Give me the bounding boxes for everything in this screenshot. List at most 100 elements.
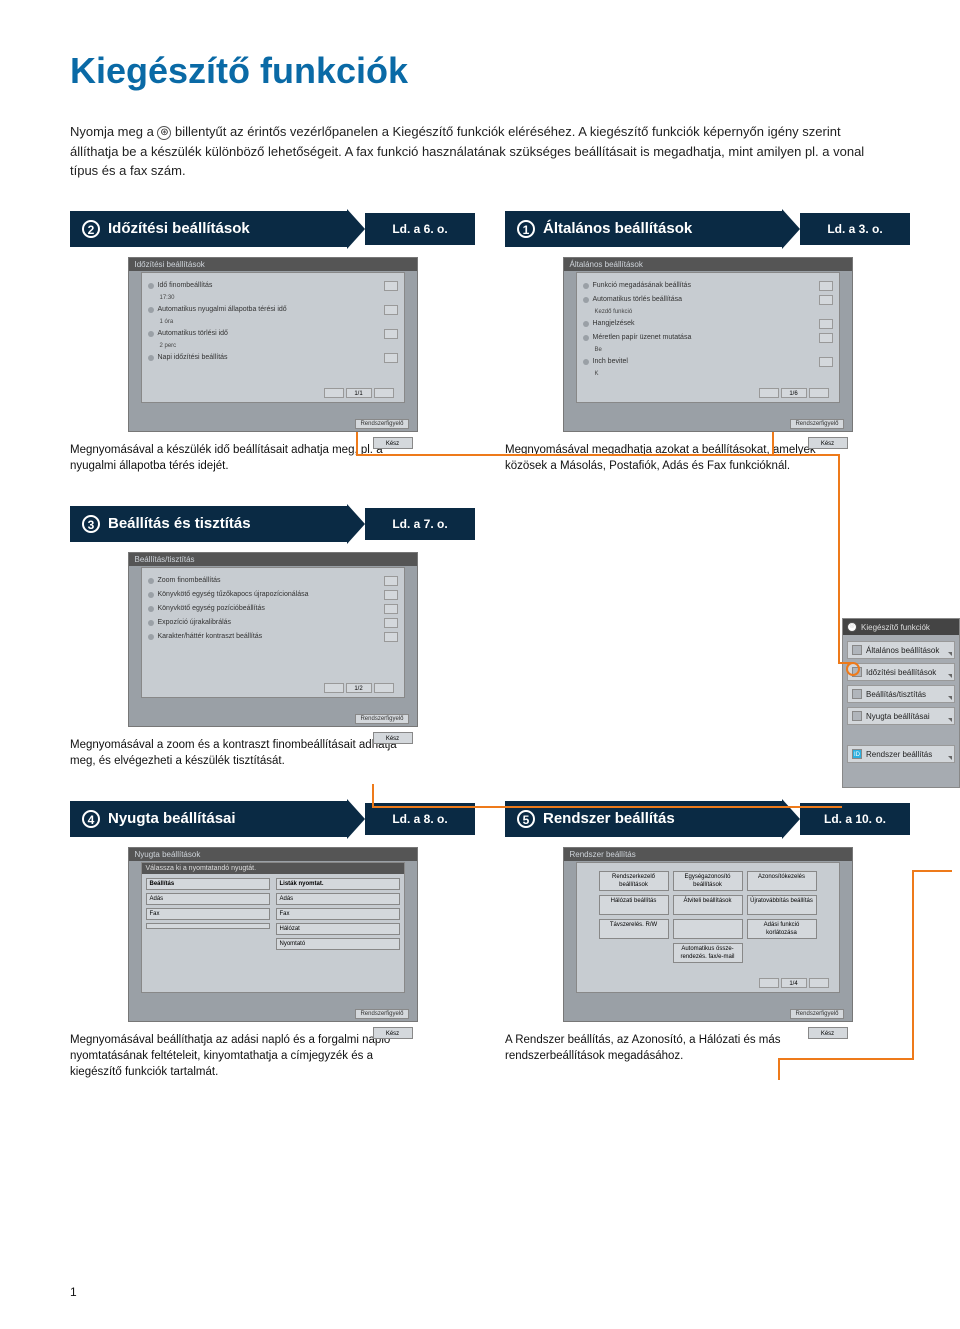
side-menu-item[interactable]: Beállítás/tisztítás	[847, 685, 955, 703]
section-4-title: Nyugta beállításai	[108, 810, 236, 827]
pager-label: 1/4	[781, 978, 807, 988]
grid-button: Újratovábbítás beállítás	[747, 895, 817, 915]
cell	[146, 923, 270, 929]
section-3-title: Beállítás és tisztítás	[108, 515, 251, 532]
section-2-number: 2	[82, 220, 100, 238]
screenshot-system: Rendszer beállítás Rendszerkezelő beállí…	[563, 847, 853, 1022]
connector-line	[372, 784, 374, 806]
list-item: Automatikus törlés beállítása	[583, 295, 833, 305]
list-item: Expozíció újrakalibrálás	[148, 618, 398, 628]
screenshot-timing: Időzítési beállítások Idő finombeállítás…	[128, 257, 418, 432]
section-2-ref: Ld. a 6. o.	[365, 213, 475, 245]
menu-item-icon	[852, 689, 862, 699]
side-menu-item[interactable]: Általános beállítások	[847, 641, 955, 659]
section-4-banner: 4Nyugta beállításai Ld. a 8. o.	[70, 799, 475, 839]
section-3-ref: Ld. a 7. o.	[365, 508, 475, 540]
pager-prev-icon	[759, 978, 779, 988]
section-4-number: 4	[82, 810, 100, 828]
list-item: Inch bevitel	[583, 357, 833, 367]
screenshot-adjust: Beállítás/tisztítás Zoom finombeállításK…	[128, 552, 418, 727]
connector-line	[912, 870, 914, 1060]
list-item: Napi időzítési beállítás	[148, 353, 398, 363]
grid-button: Távszerelés. R/W	[599, 919, 669, 939]
menu-item-icon	[852, 645, 862, 655]
grid-button: Automatikus össze- rendezés. fax/e-mail	[673, 943, 743, 963]
section-1-number: 1	[517, 220, 535, 238]
connector-line	[356, 454, 840, 456]
pager: 1/2	[324, 683, 394, 693]
pager: 1/1	[324, 388, 394, 398]
section-2-title: Időzítési beállítások	[108, 220, 250, 237]
section-1-ref: Ld. a 3. o.	[800, 213, 910, 245]
chevron-icon	[347, 504, 365, 544]
list-item: Automatikus törlési idő	[148, 329, 398, 339]
section-5-number: 5	[517, 810, 535, 828]
triangle-icon	[948, 756, 952, 760]
section-2-caption: Megnyomásával a készülék idő beállításai…	[70, 442, 400, 474]
scr-head: Nyugta beállítások	[129, 848, 417, 861]
scr-head: Rendszer beállítás	[564, 848, 852, 861]
list-item: Automatikus nyugalmi állapotba térési id…	[148, 305, 398, 315]
list-item: Zoom finombeállítás	[148, 576, 398, 586]
section-1-banner: 1Általános beállítások Ld. a 3. o.	[505, 209, 910, 249]
section-4-caption: Megnyomásával beállíthatja az adási napl…	[70, 1032, 400, 1080]
scr-footer: Rendszerfigyelő	[355, 714, 408, 724]
list-item: Könyvkötő egység pozícióbeállítás	[148, 604, 398, 614]
page-number: 1	[70, 1285, 77, 1299]
settings-icon: ⊛	[847, 622, 857, 632]
connector-line	[778, 1058, 914, 1060]
menu-item-label: Nyugta beállításai	[866, 712, 930, 721]
scr-footer: Rendszerfigyelő	[790, 1009, 843, 1019]
grid-button: Átviteli beállítások	[673, 895, 743, 915]
section-5-banner: 5Rendszer beállítás Ld. a 10. o.	[505, 799, 910, 839]
section-2-banner: 2 Időzítési beállítások Ld. a 6. o.	[70, 209, 475, 249]
list-item: Hangjelzések	[583, 319, 833, 329]
side-menu-item[interactable]: Időzítési beállítások	[847, 663, 955, 681]
side-menu-item[interactable]: Nyugta beállításai	[847, 707, 955, 725]
pager: 1/6	[759, 388, 829, 398]
close-button: Kész	[808, 1027, 848, 1039]
side-menu-head: ⊛Kiegészítő funkciók	[843, 619, 959, 635]
col-head: Beállítás	[146, 878, 270, 890]
intro-part2: billentyűt az érintős vezérlőpanelen a K…	[70, 124, 864, 178]
list-item: Méretlen papír üzenet mutatása	[583, 333, 833, 343]
close-button: Kész	[373, 1027, 413, 1039]
triangle-icon	[948, 674, 952, 678]
grid-button: Egységazonosító beállítások	[673, 871, 743, 891]
list-item: Karakter/háttér kontraszt beállítás	[148, 632, 398, 642]
cell: Adás	[146, 893, 270, 905]
list-item-sub: Be	[583, 347, 833, 353]
menu-item-icon	[852, 667, 862, 677]
scr-footer: Rendszerfigyelő	[355, 1009, 408, 1019]
scr-subtitle: Válassza ki a nyomtatandó nyugtát.	[142, 863, 404, 874]
close-button: Kész	[373, 437, 413, 449]
list-item-sub: 17:30	[148, 295, 398, 301]
pager-next-icon	[809, 978, 829, 988]
triangle-icon	[948, 696, 952, 700]
triangle-icon	[948, 718, 952, 722]
section-3-caption: Megnyomásával a zoom és a kontraszt fino…	[70, 737, 400, 769]
col-head: Listák nyomtat.	[276, 878, 400, 890]
list-item-sub: Kezdő funkció	[583, 309, 833, 315]
menu-item-label: Általános beállítások	[866, 646, 939, 655]
list-item-sub: 2 perc	[148, 343, 398, 349]
settings-key-icon: ⊛	[157, 126, 171, 140]
list-item: Idő finombeállítás	[148, 281, 398, 291]
grid-button: Hálózati beállítás	[599, 895, 669, 915]
section-1-caption: Megnyomásával megadhatja azokat a beállí…	[505, 442, 835, 474]
scr-footer: Rendszerfigyelő	[790, 419, 843, 429]
list-item-sub: 1 óra	[148, 319, 398, 325]
connector-line	[372, 806, 842, 808]
cell: Adás	[276, 893, 400, 905]
connector-line	[778, 1058, 780, 1080]
list-item: Funkció megadásának beállítás	[583, 281, 833, 291]
cell: Nyomtató	[276, 938, 400, 950]
grid-button: Rendszerkezelő beállítások	[599, 871, 669, 891]
intro-text: Nyomja meg a ⊛ billentyűt az érintős vez…	[70, 122, 890, 181]
screenshot-general: Általános beállítások Funkció megadásána…	[563, 257, 853, 432]
page-title: Kiegészítő funkciók	[70, 50, 910, 92]
intro-part1: Nyomja meg a	[70, 124, 157, 139]
section-3-number: 3	[82, 515, 100, 533]
chevron-icon	[347, 209, 365, 249]
side-menu-system[interactable]: IDRendszer beállítás	[847, 745, 955, 763]
